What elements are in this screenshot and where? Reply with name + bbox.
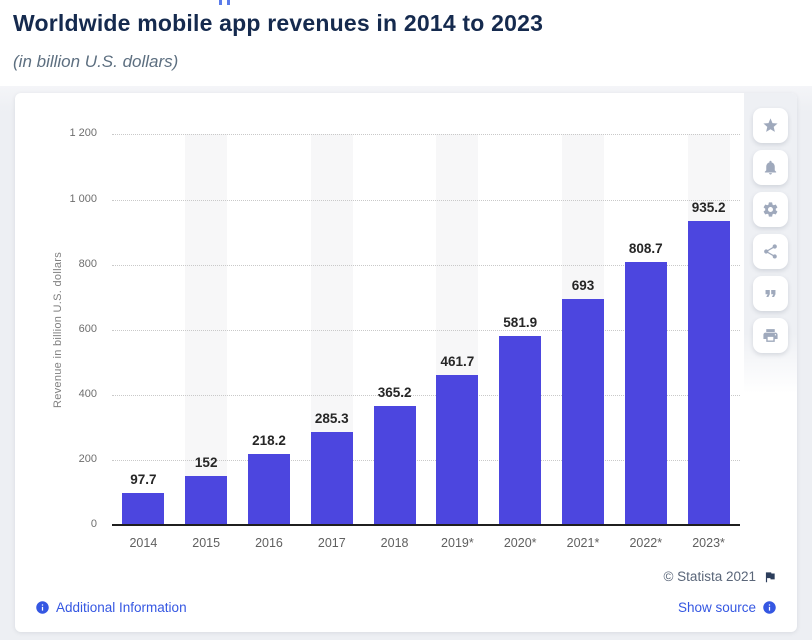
share-button[interactable] [753,234,788,269]
y-tick-label: 800 [78,257,97,270]
copyright-text: © Statista 2021 [663,569,756,584]
bell-icon [764,160,777,175]
star-icon [763,118,778,132]
bar-value-label: 935.2 [691,199,726,215]
bar-2021* [562,299,604,525]
info-icon [36,601,49,614]
page-header: Worldwide mobile app revenues in 2014 to… [0,0,812,86]
additional-information-link[interactable]: Additional Information [35,600,187,615]
bar-value-label: 693 [571,278,595,294]
plot-area: 0 200 400 600 800 1 000 1 200 97.7 2014 152 2015 21… [69,120,740,550]
gridline [112,134,740,136]
footer-links: Additional Information Show source [15,600,797,620]
bar-2016 [248,454,290,525]
bar-2014 [122,493,165,525]
x-tick-label: 2016 [255,536,283,550]
gear-icon [763,202,778,217]
bar-2015 [185,475,228,525]
gear-button[interactable] [753,192,788,227]
page-subtitle: (in billion U.S. dollars) [13,52,179,71]
x-tick-label: 2017 [317,536,346,550]
bar-2018 [373,406,416,525]
clipped-link-fragment [219,0,222,5]
gridline [112,199,740,201]
show-source-label: Show source [677,600,756,615]
quote-button[interactable] [753,276,788,311]
y-tick-label: 0 [90,518,97,530]
x-tick-label: 2022* [629,536,663,550]
star-button[interactable] [753,108,788,143]
x-tick-label: 2021* [566,536,600,550]
quote-icon [765,289,776,298]
x-tick-label: 2019* [441,536,474,550]
x-axis-line [112,524,740,526]
printer-button[interactable] [753,318,788,353]
bar-value-label: 152 [194,454,218,470]
bar-value-label: 218.2 [252,433,286,448]
clipped-link-fragment [227,0,230,5]
bar-2023* [687,220,730,525]
bar-value-label: 97.7 [130,472,157,488]
x-tick-label: 2015 [192,536,221,550]
bar-value-label: 808.7 [628,240,663,256]
x-tick-label: 2023* [692,536,725,550]
toolbar-rail [744,93,797,393]
y-tick-label: 1 200 [69,127,97,140]
bar-2017 [310,432,353,525]
gridline [112,394,740,396]
page-title: Worldwide mobile app revenues in 2014 to… [13,10,544,36]
gridline [112,459,740,461]
printer-icon [763,329,778,342]
y-tick-label: 600 [78,322,97,335]
x-tick-label: 2014 [129,536,158,550]
flag-icon [765,571,775,582]
bar-value-label: 285.3 [314,411,349,427]
x-tick-label: 2020* [503,536,537,550]
bell-button[interactable] [753,150,788,185]
additional-information-label: Additional Information [56,600,187,615]
gridline [112,329,740,331]
bar-2019* [436,374,479,525]
chart-card: Revenue in billion U.S. dollars 0 200 400 6… [15,93,797,632]
gridline [112,264,740,266]
copyright: © Statista 2021 [663,569,777,584]
y-tick-label: 1 000 [69,192,97,205]
info-icon [763,601,776,614]
y-tick-label: 400 [78,387,97,400]
share-icon [764,244,777,259]
bar-value-label: 365.2 [377,385,412,401]
show-source-link[interactable]: Show source [678,600,777,615]
bar-value-label: 581.9 [503,314,538,330]
bar-value-label: 461.7 [440,353,475,369]
bar-2020* [499,335,542,525]
y-tick-label: 200 [78,452,97,465]
bar-2022* [624,261,667,525]
x-tick-label: 2018 [380,536,409,550]
